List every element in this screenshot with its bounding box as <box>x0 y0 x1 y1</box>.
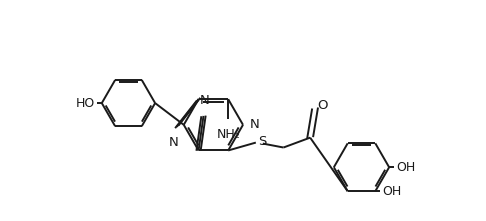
Text: OH: OH <box>382 185 401 198</box>
Text: N: N <box>250 118 260 131</box>
Text: NH₂: NH₂ <box>216 128 240 141</box>
Text: HO: HO <box>76 97 95 110</box>
Text: OH: OH <box>396 161 416 174</box>
Text: S: S <box>258 135 266 148</box>
Text: N: N <box>200 94 209 107</box>
Text: O: O <box>317 99 328 112</box>
Text: N: N <box>169 136 179 149</box>
